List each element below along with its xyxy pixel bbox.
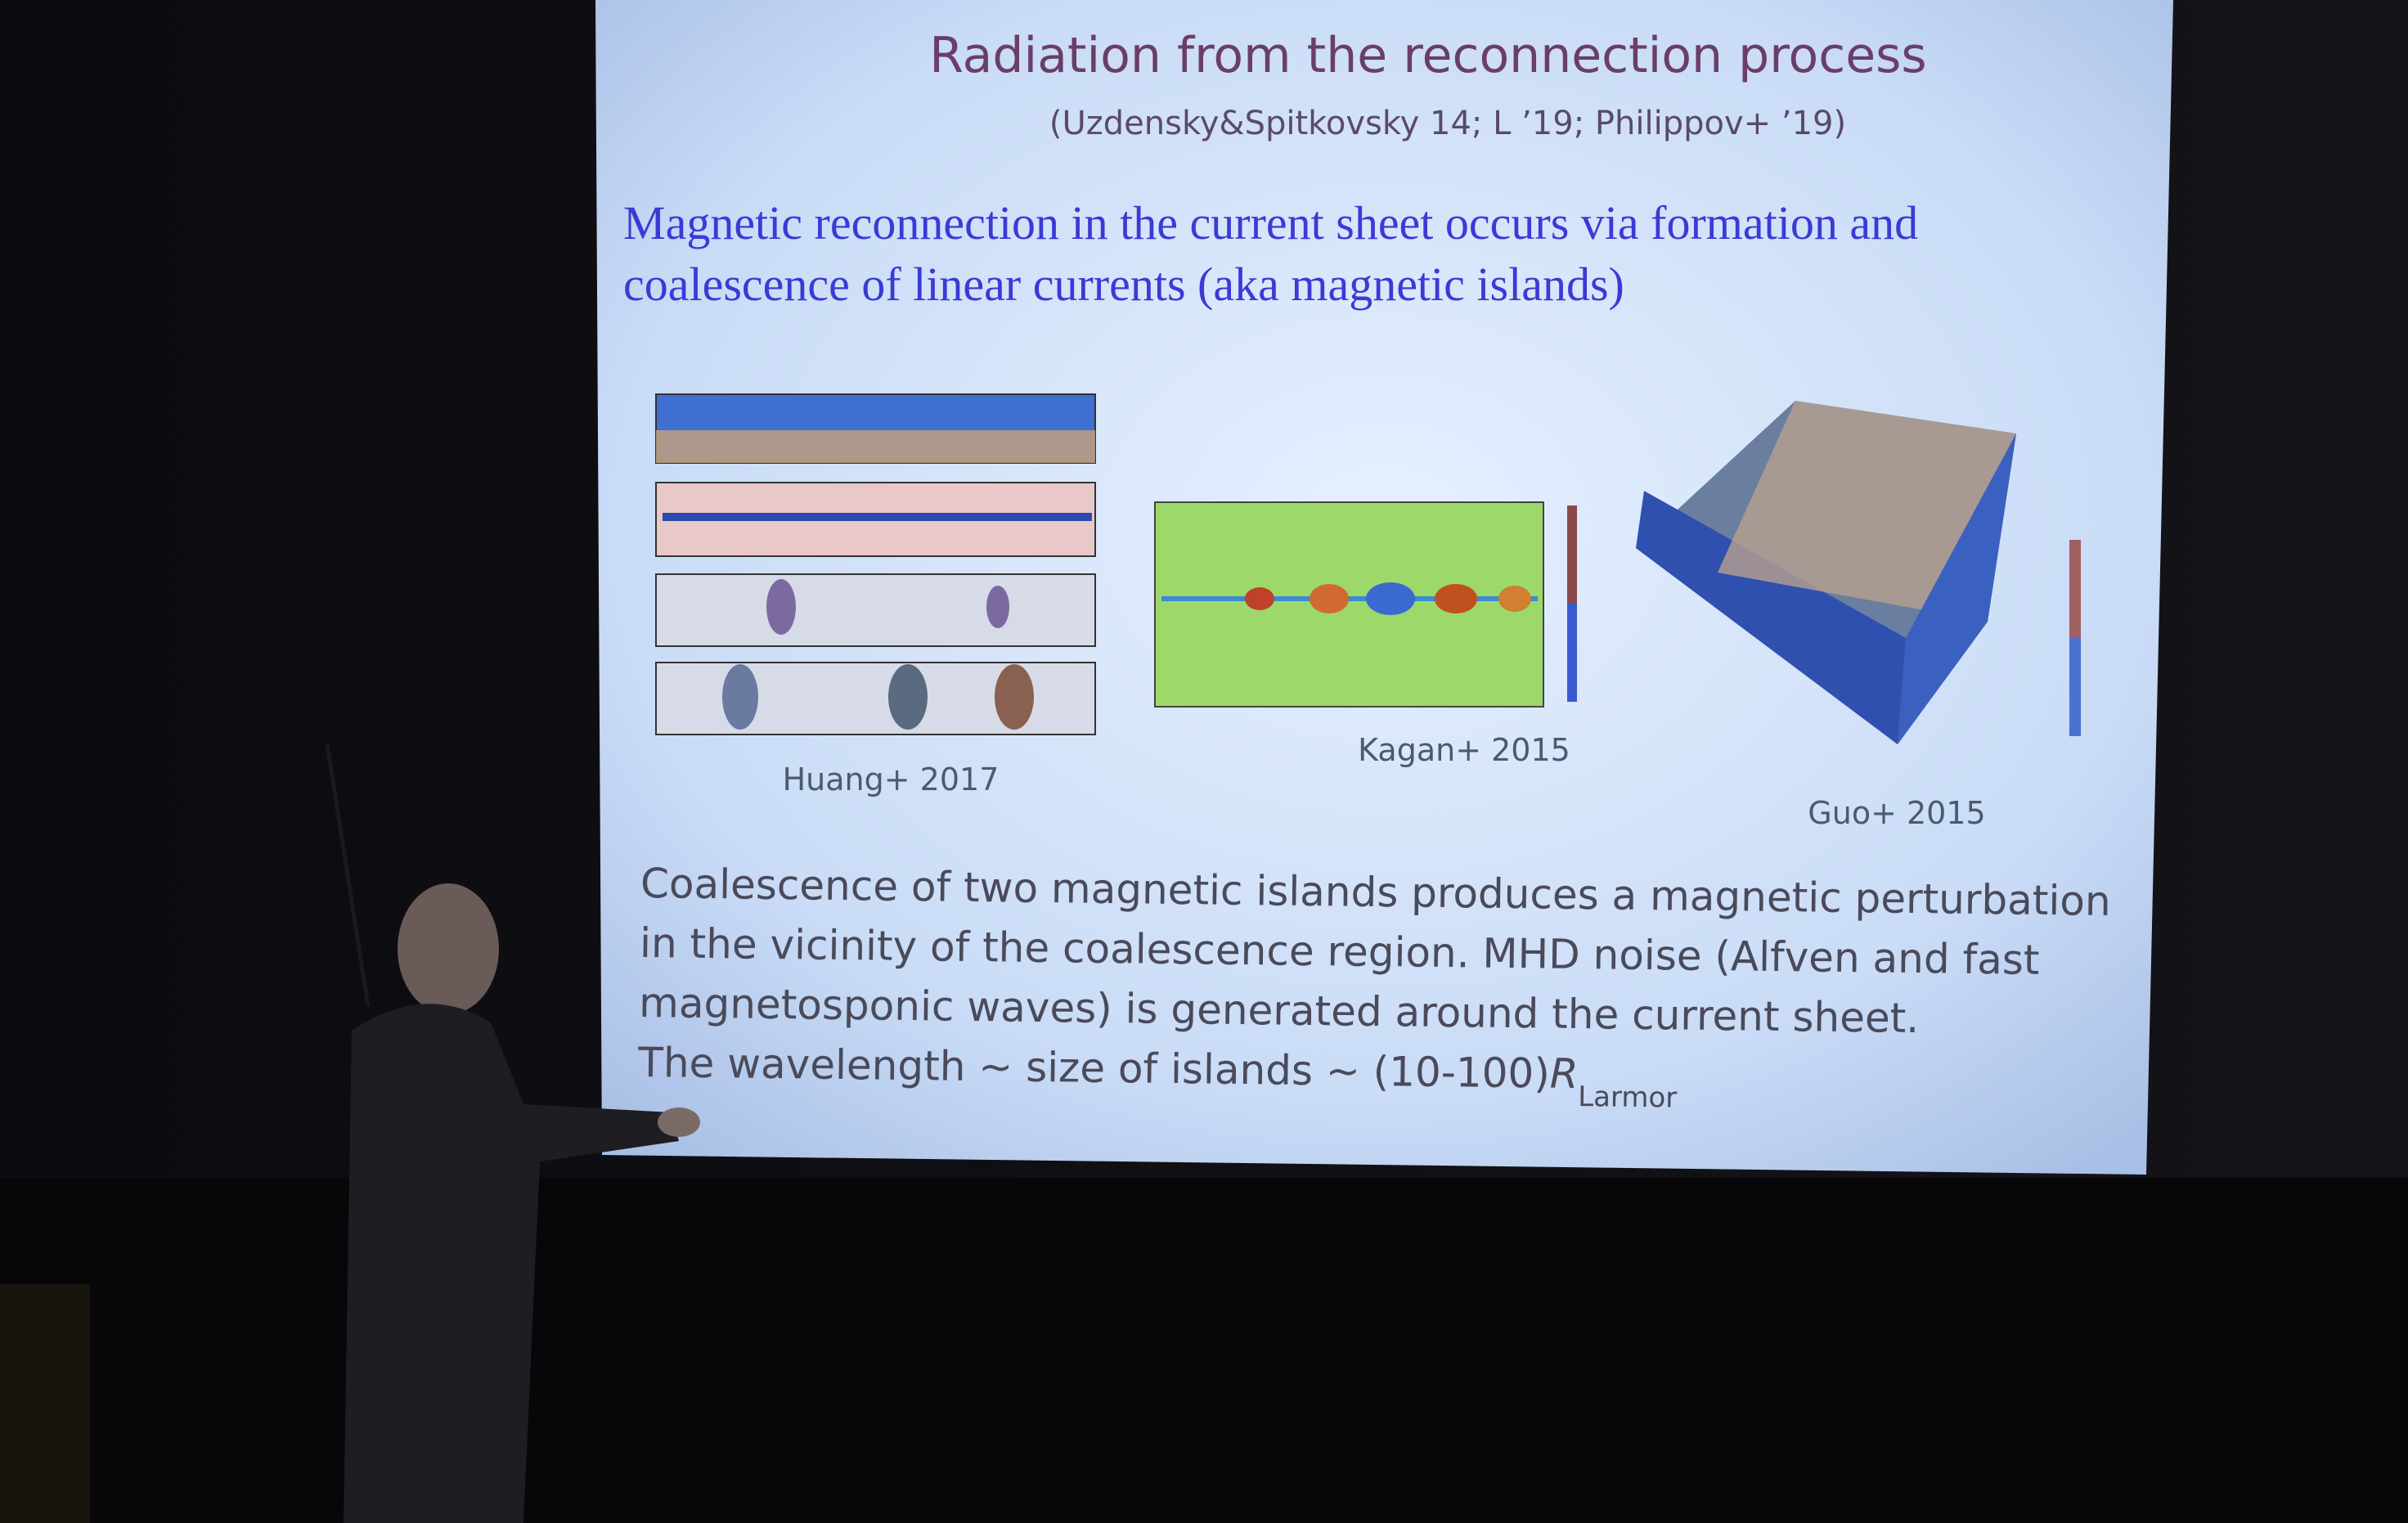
symbol: R	[1549, 1050, 1578, 1098]
presenter	[325, 744, 700, 1523]
huang-figure	[655, 393, 1096, 735]
guo-figure	[1636, 401, 2081, 744]
figure-caption: Guo+ 2015	[1808, 795, 1985, 831]
citation: (Uzdensky&Spitkovsky 14; L ’19; Philippo…	[1049, 105, 1846, 142]
body-text-span: The wavelength ~ size of islands ~ (10-1…	[637, 1039, 1550, 1098]
body-line: The wavelength ~ size of islands ~ (10-1…	[637, 1039, 1678, 1115]
kagan-figure	[1154, 501, 1577, 708]
subscript: Larmor	[1578, 1080, 1678, 1114]
slide-title: Radiation from the reconnection process	[929, 27, 1926, 84]
heading-line: coalescence of linear currents (aka magn…	[623, 258, 1624, 311]
figure-caption: Kagan+ 2015	[1358, 732, 1570, 768]
podium	[0, 1284, 90, 1523]
figure-caption: Huang+ 2017	[783, 762, 1000, 797]
heading-line: Magnetic reconnection in the current she…	[623, 196, 1918, 249]
